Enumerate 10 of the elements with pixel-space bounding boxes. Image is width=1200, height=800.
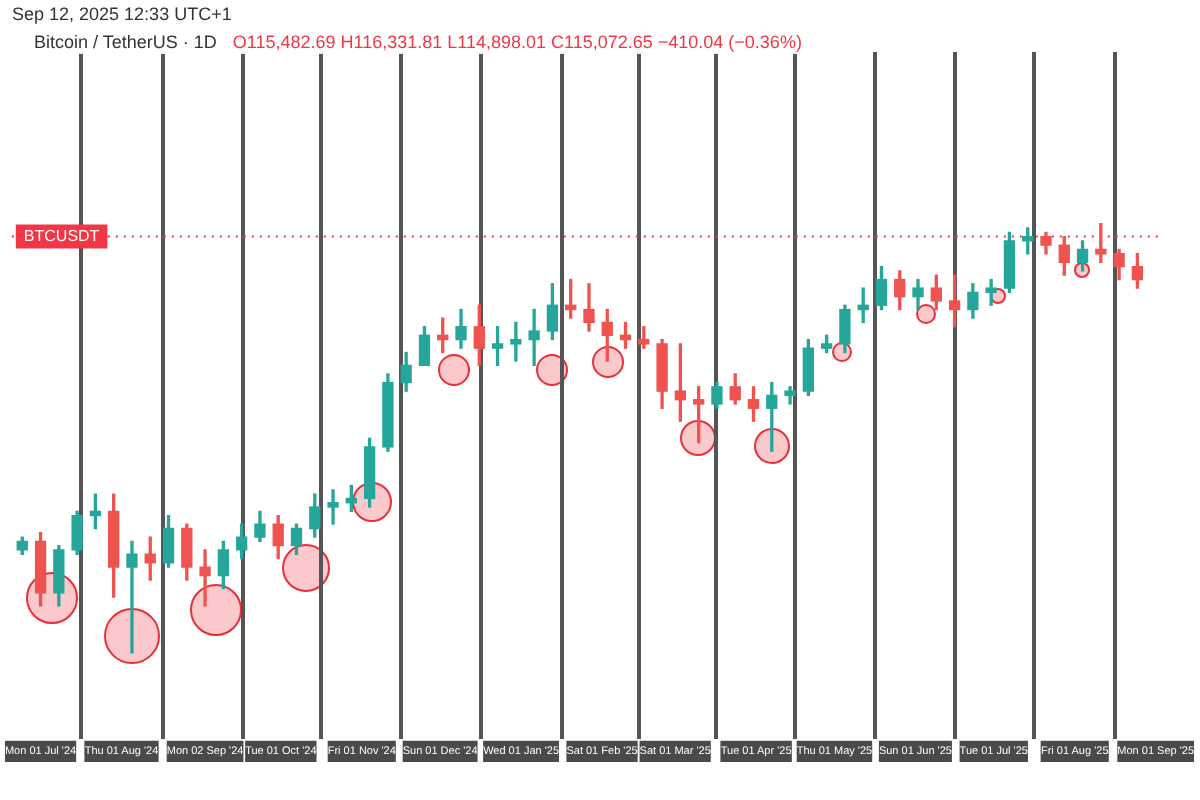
ref-line-label: BTCUSDT: [23, 226, 100, 245]
candlestick: [510, 321, 522, 362]
chart-subtitle: O115,482.69 H116,331.81 L114,898.01 C115,072.65 −410.04 (−0.36%): [232, 32, 802, 52]
candlestick: [126, 540, 138, 654]
candlestick: [985, 278, 997, 306]
chart-title: Bitcoin / TetherUS · 1D: [34, 32, 217, 52]
candlestick: [327, 489, 339, 525]
text: Sep 12, 2025 12:33 UTC+1: [12, 4, 232, 24]
candlestick: [199, 549, 211, 607]
candlestick: [528, 308, 540, 367]
